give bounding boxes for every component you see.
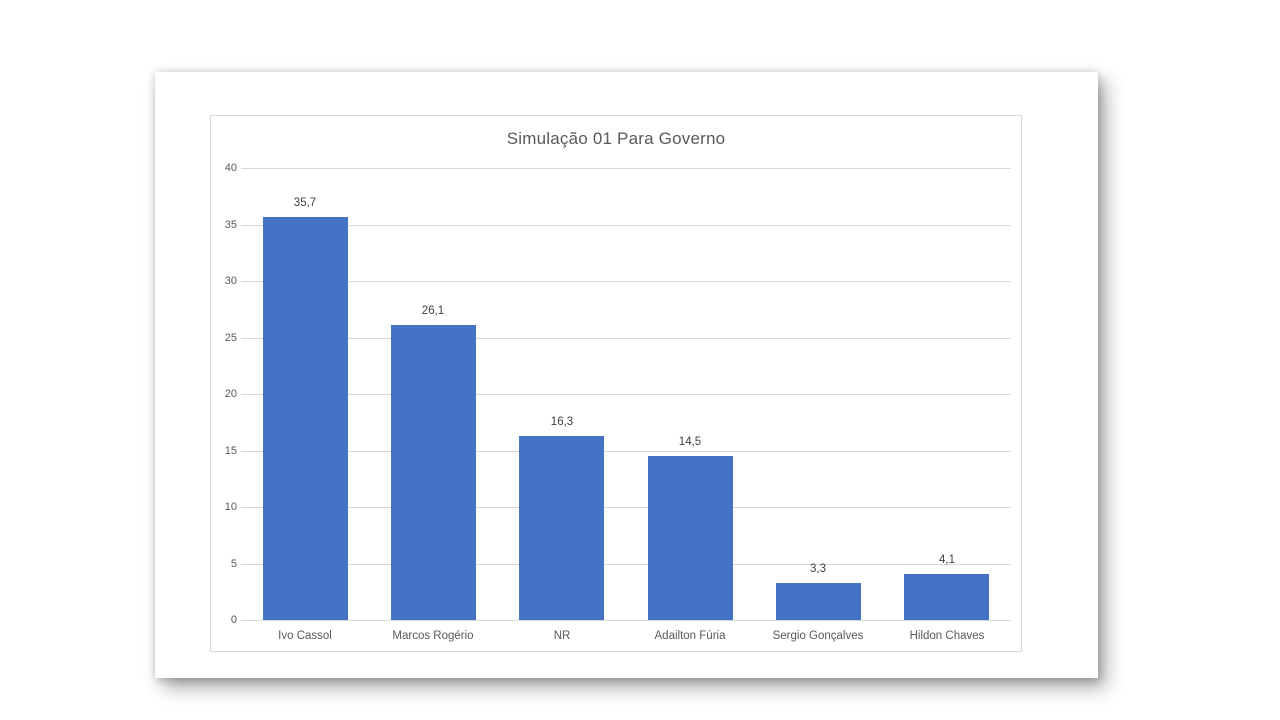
- x-axis-category-label: Ivo Cassol: [278, 630, 332, 642]
- gridline: [241, 168, 1011, 169]
- bar-value-label: 26,1: [421, 305, 445, 317]
- gridline: [241, 225, 1011, 226]
- gridline: [241, 281, 1011, 282]
- x-axis-category-label: Hildon Chaves: [909, 630, 985, 642]
- bar-4[interactable]: [648, 456, 733, 620]
- bar-value-label: 16,3: [550, 416, 574, 428]
- plot-area: 0 5 10 15 20 25 30 35 40 35,7 Ivo Cassol 26,1 Marcos…: [225, 162, 1011, 642]
- gridline: [241, 394, 1011, 395]
- x-axis-category-label: Marcos Rogério: [392, 630, 474, 642]
- y-axis-tick-label: 15: [224, 445, 237, 457]
- bar-6[interactable]: [904, 574, 989, 620]
- x-axis-category-label: Adailton Fúria: [654, 630, 726, 642]
- bar-value-label: 3,3: [810, 563, 826, 575]
- bar-value-label: 4,1: [939, 554, 955, 566]
- y-axis-tick-label: 35: [224, 219, 237, 231]
- x-axis-category-label: NR: [553, 630, 571, 642]
- slide-page: Simulação 01 Para Governo 0 5 10 15 20 25 30 35…: [155, 72, 1098, 678]
- bar-2[interactable]: [391, 325, 476, 620]
- bar-1[interactable]: [263, 217, 348, 620]
- bar-3[interactable]: [519, 436, 604, 620]
- y-axis-tick-label: 25: [224, 332, 237, 344]
- bar-value-label: 35,7: [293, 197, 317, 209]
- chart-title: Simulação 01 Para Governo: [506, 129, 726, 148]
- bar-value-label: 14,5: [678, 436, 702, 448]
- x-axis-baseline: [241, 620, 1011, 621]
- gridline: [241, 338, 1011, 339]
- gridline: [241, 507, 1011, 508]
- bar-chart[interactable]: Simulação 01 Para Governo 0 5 10 15 20 25 30 35…: [210, 115, 1022, 652]
- bar-5[interactable]: [776, 583, 861, 620]
- y-axis-tick-label: 10: [224, 501, 237, 513]
- y-axis-tick-label: 40: [224, 162, 237, 174]
- y-axis-tick-label: 30: [224, 275, 237, 287]
- gridline: [241, 564, 1011, 565]
- y-axis-tick-label: 20: [224, 388, 237, 400]
- x-axis-category-label: Sergio Gonçalves: [772, 630, 864, 642]
- y-axis-tick-label: 0: [230, 614, 237, 626]
- y-axis-tick-label: 5: [230, 558, 237, 570]
- gridline: [241, 451, 1011, 452]
